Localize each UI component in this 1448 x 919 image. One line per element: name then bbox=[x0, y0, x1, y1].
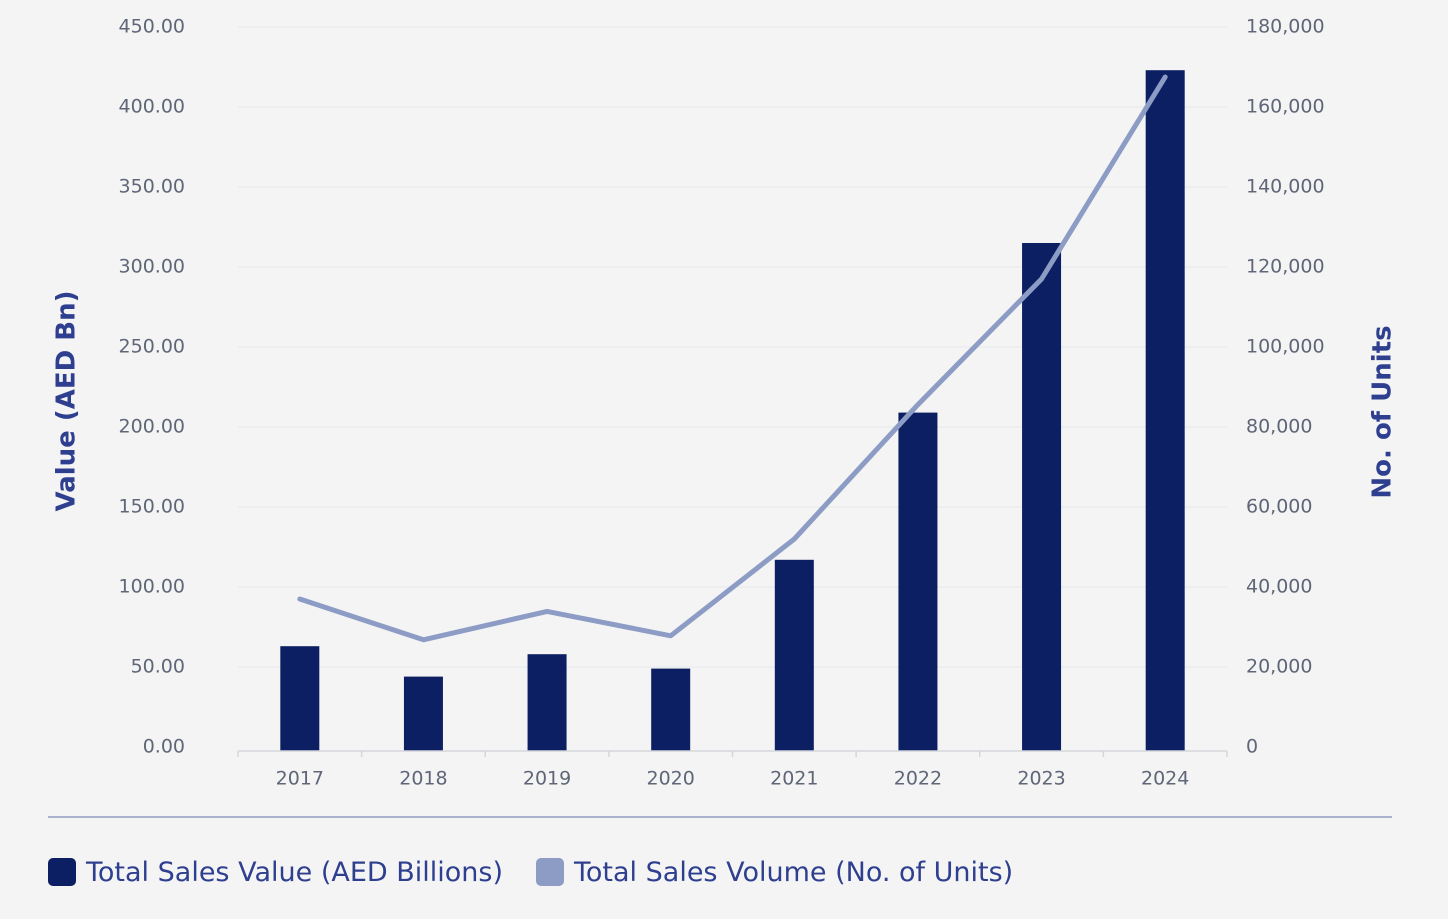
bar bbox=[403, 676, 443, 751]
left-tick-label: 300.00 bbox=[119, 256, 185, 278]
left-axis-ticks: 0.00 50.00 100.00 150.00 200.00 250.00 300.00 3… bbox=[119, 16, 185, 758]
right-tick-label: 60,000 bbox=[1246, 496, 1312, 518]
left-tick-label: 450.00 bbox=[119, 16, 185, 38]
x-tick-label: 2020 bbox=[647, 768, 695, 790]
right-tick-label: 80,000 bbox=[1246, 416, 1312, 438]
right-tick-label: 180,000 bbox=[1246, 16, 1325, 38]
bar bbox=[527, 654, 567, 751]
bar bbox=[1145, 70, 1185, 751]
x-tick-label: 2024 bbox=[1141, 768, 1189, 790]
bar bbox=[651, 668, 691, 751]
bar bbox=[1022, 243, 1062, 751]
volume-line bbox=[297, 74, 1168, 643]
x-tick-label: 2022 bbox=[894, 768, 942, 790]
x-tick-label: 2017 bbox=[276, 768, 324, 790]
x-tick-label: 2023 bbox=[1017, 768, 1065, 790]
right-tick-label: 20,000 bbox=[1246, 656, 1312, 678]
line-series bbox=[297, 74, 1168, 643]
bar bbox=[898, 412, 938, 751]
left-axis-title: Value (AED Bn) bbox=[52, 291, 82, 512]
combo-chart: 0.00 50.00 100.00 150.00 200.00 250.00 300.00 3… bbox=[48, 16, 1398, 818]
left-tick-label: 250.00 bbox=[119, 336, 185, 358]
legend-item-volume[interactable]: Total Sales Volume (No. of Units) bbox=[536, 852, 1013, 892]
legend-swatch-value bbox=[48, 858, 76, 886]
right-tick-label: 100,000 bbox=[1246, 336, 1325, 358]
legend-label-volume: Total Sales Volume (No. of Units) bbox=[574, 856, 1014, 888]
legend-swatch-volume bbox=[536, 858, 564, 886]
left-tick-label: 350.00 bbox=[119, 176, 185, 198]
x-tick-label: 2018 bbox=[399, 768, 447, 790]
left-tick-label: 100.00 bbox=[119, 576, 185, 598]
legend-item-value[interactable]: Total Sales Value (AED Billions) bbox=[48, 852, 503, 892]
right-tick-label: 40,000 bbox=[1246, 576, 1312, 598]
left-tick-label: 150.00 bbox=[119, 496, 185, 518]
legend-label-value: Total Sales Value (AED Billions) bbox=[86, 856, 504, 888]
right-tick-label: 0 bbox=[1246, 736, 1258, 758]
x-tick-label: 2019 bbox=[523, 768, 571, 790]
right-axis-title: No. of Units bbox=[1368, 325, 1398, 498]
right-tick-label: 140,000 bbox=[1246, 176, 1325, 198]
left-tick-label: 0.00 bbox=[143, 736, 185, 758]
right-tick-label: 160,000 bbox=[1246, 96, 1325, 118]
x-tick-label: 2021 bbox=[770, 768, 818, 790]
left-tick-label: 200.00 bbox=[119, 416, 185, 438]
left-tick-label: 50.00 bbox=[131, 656, 185, 678]
bar-series bbox=[280, 70, 1185, 751]
bar bbox=[280, 646, 320, 751]
x-axis-ticks: 2017 2018 2019 2020 2021 2022 2023 2024 bbox=[237, 751, 1228, 790]
left-tick-label: 400.00 bbox=[119, 96, 185, 118]
grid-lines bbox=[238, 26, 1227, 668]
right-axis-ticks: 0 20,000 40,000 60,000 80,000 100,000 120,000 1… bbox=[1246, 16, 1325, 758]
bar bbox=[774, 559, 814, 751]
right-tick-label: 120,000 bbox=[1246, 256, 1325, 278]
